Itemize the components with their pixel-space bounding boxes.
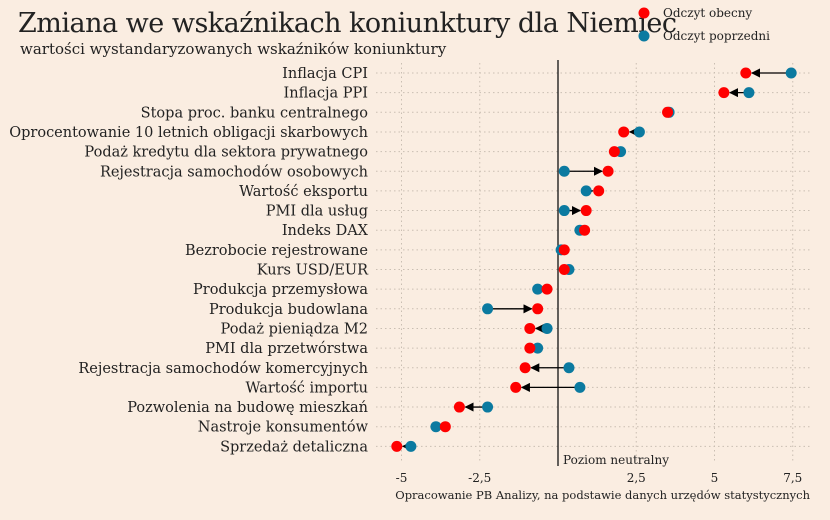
category-label: Nastroje konsumentów <box>198 420 369 436</box>
previous-reading-point <box>532 342 544 354</box>
current-reading-point <box>580 205 592 217</box>
category-label: Kurs USD/EUR <box>257 263 369 279</box>
source-note: Opracowanie PB Analizy, na podstawie dan… <box>395 488 810 502</box>
x-tick-label: 5 <box>711 471 719 485</box>
category-label: Bezrobocie rejestrowane <box>185 243 368 259</box>
category-label: Pozwolenia na budowę mieszkań <box>127 400 368 416</box>
previous-reading-point <box>482 303 494 315</box>
category-label: Podaż kredytu dla sektora prywatnego <box>84 145 368 161</box>
category-label: Produkcja przemysłowa <box>193 282 368 298</box>
current-reading-point <box>541 283 553 295</box>
previous-reading-point <box>785 67 797 79</box>
previous-reading-point <box>743 87 755 99</box>
current-reading-point <box>608 146 620 158</box>
current-reading-point <box>593 185 605 197</box>
category-label: Produkcja budowlana <box>209 302 368 318</box>
category-label: Inflacja PPI <box>284 86 369 102</box>
previous-reading-point <box>633 126 645 138</box>
category-label: Inflacja CPI <box>282 66 368 82</box>
x-tick-label: 2,5 <box>627 471 646 485</box>
current-reading-point <box>579 224 591 236</box>
current-reading-point <box>532 303 544 315</box>
previous-reading-point <box>574 381 586 393</box>
legend-marker <box>638 30 650 42</box>
neutral-level-annotation: Poziom neutralny <box>563 453 669 467</box>
previous-reading-point <box>563 362 575 374</box>
current-reading-point <box>439 421 451 433</box>
previous-reading-point <box>532 283 544 295</box>
current-reading-point <box>519 362 531 374</box>
previous-reading-point <box>430 421 442 433</box>
current-reading-point <box>558 264 570 275</box>
category-label: Wartość eksportu <box>239 184 368 200</box>
previous-reading-point <box>541 322 553 334</box>
category-label: PMI dla przetwórstwa <box>205 341 368 357</box>
chart-title: Zmiana we wskaźnikach koniunktury dla Ni… <box>18 8 677 39</box>
current-reading-point <box>618 126 630 138</box>
category-label: Oprocentowanie 10 letnich obligacji skar… <box>9 125 368 141</box>
category-label: Rejestracja samochodów komercyjnych <box>78 361 368 377</box>
current-reading-point <box>453 401 465 413</box>
current-reading-point <box>524 322 536 334</box>
previous-reading-point <box>558 165 570 177</box>
previous-reading-point <box>482 401 494 413</box>
chart-subtitle: wartości wystandaryzowanych wskaźników k… <box>20 40 447 58</box>
current-reading-point <box>662 106 674 118</box>
category-label: PMI dla usług <box>266 204 368 220</box>
category-label: Wartość importu <box>246 380 368 396</box>
legend-label: Odczyt poprzedni <box>663 29 770 43</box>
x-tick-label: 7,5 <box>783 471 802 485</box>
previous-reading-point <box>558 205 570 217</box>
previous-reading-point <box>405 440 417 452</box>
category-label: Sprzedaż detaliczna <box>220 439 368 455</box>
x-tick-label: -5 <box>396 471 408 485</box>
current-reading-point <box>718 87 730 99</box>
current-reading-point <box>558 244 570 256</box>
category-label: Indeks DAX <box>282 223 369 239</box>
legend-label: Odczyt obecny <box>663 6 752 20</box>
previous-reading-point <box>580 185 592 197</box>
x-tick-label: -2,5 <box>468 471 491 485</box>
current-reading-point <box>740 67 752 79</box>
category-label: Podaż pieniądza M2 <box>221 321 368 337</box>
current-reading-point <box>524 342 536 354</box>
category-label: Stopa proc. banku centralnego <box>141 105 368 121</box>
current-reading-point <box>510 381 522 393</box>
legend-marker <box>638 7 650 19</box>
current-reading-point <box>602 165 614 177</box>
current-reading-point <box>391 440 403 452</box>
category-label: Rejestracja samochodów osobowych <box>100 164 368 180</box>
